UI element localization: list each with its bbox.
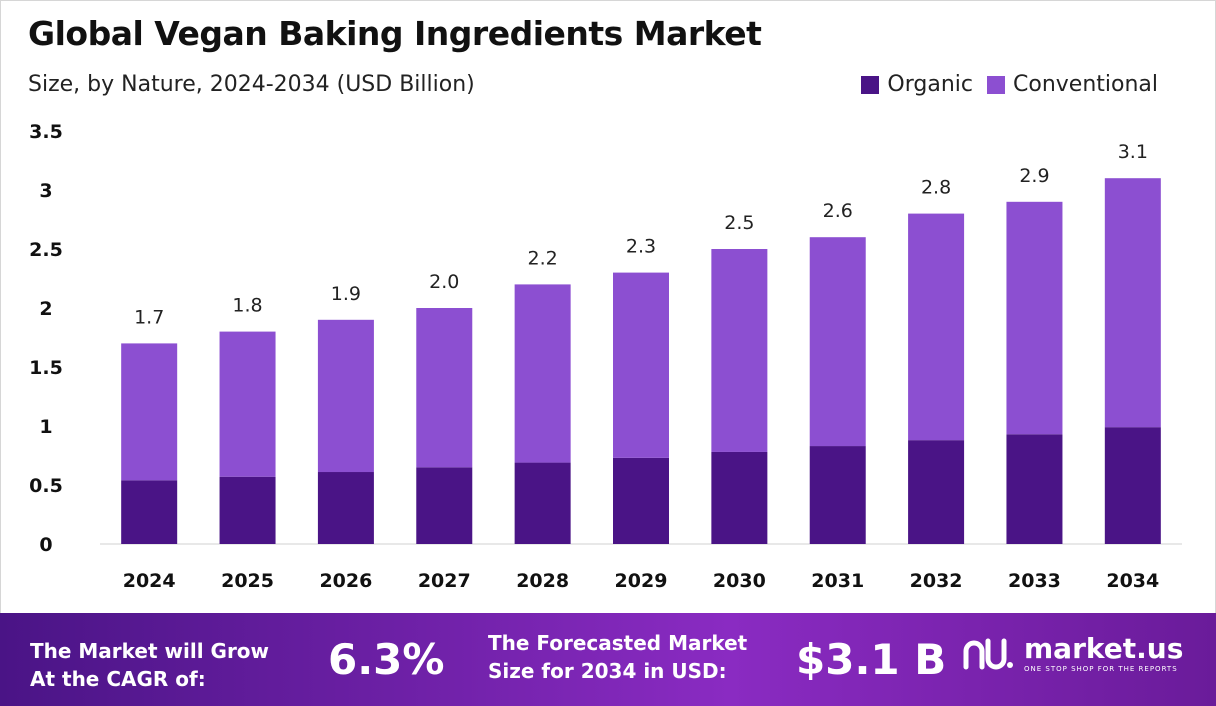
y-tick-label: 2 [39,298,52,320]
bar-conventional [711,249,768,452]
x-tick-label: 2030 [713,570,766,592]
x-tick-label: 2028 [516,570,569,592]
bar-total-label: 1.7 [134,306,164,328]
y-tick-label: 3.5 [29,121,63,143]
bar-conventional [416,308,473,468]
legend-item-conventional: Conventional [987,72,1158,97]
bar-organic [1104,427,1161,544]
forecast-label: The Forecasted Market Size for 2034 in U… [488,629,747,685]
bar-total-label: 2.8 [921,177,951,199]
chart-title: Global Vegan Baking Ingredients Market [28,14,762,53]
brand-text: market.us ONE STOP SHOP FOR THE REPORTS [1024,632,1184,674]
bar-total-label: 2.3 [626,236,656,258]
x-tick-label: 2033 [1008,570,1061,592]
x-tick-label: 2026 [319,570,372,592]
x-tick-label: 2025 [221,570,274,592]
legend-swatch-conventional [987,75,1005,94]
market-us-logo-icon [963,638,1013,670]
bar-total-label: 1.8 [232,295,262,317]
brand-logo: market.us ONE STOP SHOP FOR THE REPORTS [962,635,1183,673]
y-tick-label: 2.5 [29,239,63,261]
legend-label-organic: Organic [887,72,973,97]
bar-total-label: 1.9 [331,283,361,305]
bar-organic [711,451,768,544]
footer-banner: The Market will Grow At the CAGR of: 6.3… [0,613,1216,706]
bar-conventional [219,331,276,477]
bar-conventional [613,272,669,458]
y-tick-label: 1 [39,416,52,438]
bar-conventional [809,237,866,447]
bar-organic [1006,434,1063,544]
cagr-label: The Market will Grow At the CAGR of: [30,637,269,693]
bar-organic [121,480,178,544]
bar-organic [219,476,276,544]
legend-label-conventional: Conventional [1013,72,1158,97]
cagr-value: 6.3% [328,635,445,684]
legend-swatch-organic [861,75,880,94]
x-tick-label: 2031 [811,570,864,592]
bar-conventional [1006,201,1063,435]
x-tick-label: 2034 [1106,570,1159,592]
forecast-label-line1: The Forecasted Market [488,631,748,655]
forecast-value: $3.1 B [796,635,947,684]
bar-organic [809,446,866,544]
cagr-label-line2: At the CAGR of: [30,667,206,691]
bar-conventional [1104,178,1161,428]
forecast-label-line2: Size for 2034 in USD: [488,659,727,683]
bar-total-label: 3.1 [1118,141,1148,163]
bar-total-label: 2.5 [724,212,754,234]
x-tick-label: 2024 [123,570,176,592]
bar-total-label: 2.6 [823,200,853,222]
brand-name: market.us [1024,632,1184,665]
bar-organic [416,467,473,544]
bar-conventional [514,284,571,463]
bar-organic [908,440,965,544]
chart-subtitle: Size, by Nature, 2024-2034 (USD Billion) [28,72,475,97]
legend-item-organic: Organic [861,72,973,97]
x-tick-label: 2029 [615,570,668,592]
bar-organic [317,472,374,544]
bar-total-label: 2.9 [1019,165,1049,187]
y-tick-label: 1.5 [29,357,63,379]
bar-organic [514,462,571,544]
legend: Organic Conventional [861,72,1158,97]
bar-total-label: 2.0 [429,271,459,293]
y-tick-label: 0.5 [29,475,63,497]
x-tick-label: 2027 [418,570,471,592]
bar-organic [613,457,669,544]
cagr-label-line1: The Market will Grow [30,639,270,663]
bar-chart: 0 0.5 1 1.5 2 2.5 3 3.5 1.7 2024 1.8 2025 1.9 2026 2.0… [29,121,1182,592]
brand-tagline: ONE STOP SHOP FOR THE REPORTS [1024,665,1178,673]
bar-conventional [317,319,374,473]
x-tick-label: 2032 [910,570,963,592]
bar-conventional [121,343,178,481]
y-tick-label: 3 [39,180,52,202]
y-tick-label: 0 [39,534,52,556]
bar-conventional [908,213,965,441]
bar-total-label: 2.2 [528,247,558,269]
